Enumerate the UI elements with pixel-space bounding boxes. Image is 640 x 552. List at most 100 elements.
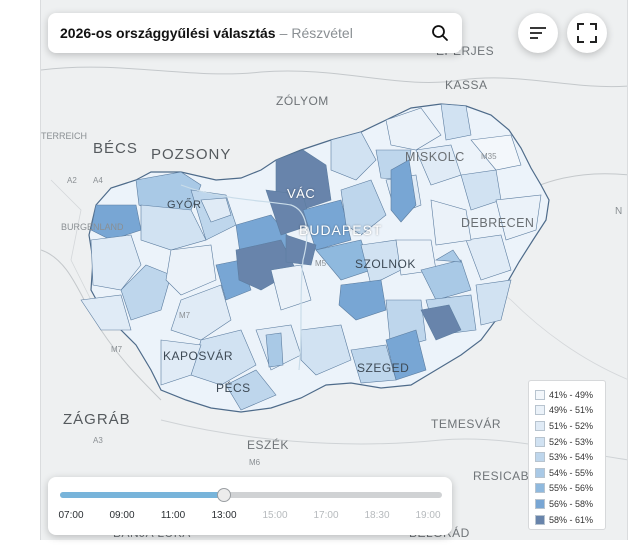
district[interactable] [302,199,352,251]
legend-item: 58% - 61% [535,512,599,528]
district[interactable] [90,204,142,241]
time-tick-label[interactable]: 13:00 [211,510,237,521]
legend: 41% - 49% 49% - 51% 51% - 52% 52% - 53% 53% … [528,380,606,530]
district[interactable] [420,304,462,341]
label-road-m5: M5 [315,259,327,268]
district[interactable] [80,294,132,331]
time-tick-label[interactable]: 18:30 [364,510,390,521]
district[interactable] [265,332,284,368]
legend-label: 53% - 54% [549,452,594,463]
legend-item: 51% - 52% [535,418,599,434]
legend-swatch [535,483,545,494]
label-road-a4: A4 [93,176,103,185]
district[interactable] [350,344,397,384]
label-eszek: ESZÉK [247,438,289,452]
time-tick-label[interactable]: 15:00 [262,510,288,521]
district[interactable] [495,194,542,241]
district[interactable] [475,279,512,326]
label-pozsony: POZSONY [151,146,232,163]
legend-item: 49% - 51% [535,403,599,419]
district[interactable] [170,284,232,341]
label-burgenland: BURGENLAND [61,222,124,232]
legend-label: 49% - 51% [549,405,594,416]
label-osterreich: TERREICH [41,131,88,141]
label-becs: BÉCS [93,140,138,157]
label-miskolc: MISKOLC [405,150,465,164]
label-road-m35: M35 [481,152,497,161]
label-kaposvar: KAPOSVÁR [163,349,234,363]
legend-label: 51% - 52% [549,420,594,431]
district[interactable] [435,249,462,263]
district[interactable] [470,134,522,171]
legend-swatch [535,498,545,509]
district[interactable] [340,179,387,236]
search-icon[interactable] [430,23,450,43]
label-temesvar: TEMESVÁR [431,417,502,431]
district[interactable] [120,264,172,321]
label-budapest: BUDAPEST [299,222,383,238]
district[interactable] [385,107,442,151]
legend-item: 53% - 54% [535,449,599,465]
time-slider-handle[interactable] [217,488,232,502]
legend-label: 56% - 58% [549,498,594,509]
district[interactable] [338,279,387,321]
district[interactable] [165,244,217,296]
legend-label: 41% - 49% [549,389,594,400]
map-canvas[interactable]: EPERJES KASSA ZÓLYOM TERREICH BÉCS POZSO… [40,0,628,540]
district[interactable] [225,369,277,411]
legend-label: 54% - 55% [549,467,594,478]
legend-label: 52% - 53% [549,436,594,447]
district[interactable] [390,159,417,223]
district[interactable] [160,339,202,386]
legend-swatch [535,452,545,463]
label-gyor: GYŐR [167,199,202,211]
danube-river [180,184,308,371]
district[interactable] [465,234,512,281]
fullscreen-button[interactable] [567,13,607,53]
road-line [50,179,92,301]
legend-item: 52% - 53% [535,434,599,450]
district[interactable] [440,103,472,141]
map-svg[interactable] [41,0,628,540]
label-road-m6: M6 [249,458,261,467]
time-tick-label[interactable]: 11:00 [160,510,186,521]
district[interactable] [300,324,352,376]
time-slider-fill [60,492,225,498]
legend-label: 58% - 61% [549,514,594,525]
legend-label: 55% - 56% [549,483,594,494]
label-pecs: PÉCS [216,381,251,395]
time-tick-label[interactable]: 09:00 [109,510,135,521]
district[interactable] [140,204,207,251]
label-road-a2: A2 [67,176,77,185]
label-road-m7b: M7 [111,345,123,354]
label-kassa: KASSA [445,78,488,92]
fullscreen-icon [577,23,597,43]
legend-swatch [535,467,545,478]
sort-button[interactable] [518,13,558,53]
label-szolnok: SZOLNOK [355,257,416,271]
time-slider-panel[interactable]: 07:00 09:00 11:00 13:00 15:00 17:00 18:30 19:00 [48,477,452,535]
district[interactable] [430,199,472,246]
label-vac: VÁC [287,186,316,201]
title-search-bar[interactable]: 2026-os országgyűlési választás – Részvé… [48,13,462,53]
label-road-n: N [615,206,623,217]
district[interactable] [200,197,232,223]
time-slider-track[interactable] [60,488,442,502]
legend-item: 55% - 56% [535,481,599,497]
label-zagrab: ZÁGRÁB [63,411,131,428]
page-subtitle: Részvétel [291,25,353,41]
legend-swatch [535,420,545,431]
time-tick-label[interactable]: 07:00 [58,510,84,521]
time-tick-label[interactable]: 17:00 [313,510,339,521]
district[interactable] [385,329,427,381]
label-debrecen: DEBRECEN [461,216,535,230]
legend-item: 56% - 58% [535,496,599,512]
district[interactable] [330,131,377,181]
district[interactable] [90,234,142,291]
title-separator: – [279,25,288,41]
district[interactable] [420,259,472,301]
label-road-m7: M7 [179,311,191,320]
label-road-a3: A3 [93,436,103,445]
time-tick-label[interactable]: 19:00 [415,510,441,521]
